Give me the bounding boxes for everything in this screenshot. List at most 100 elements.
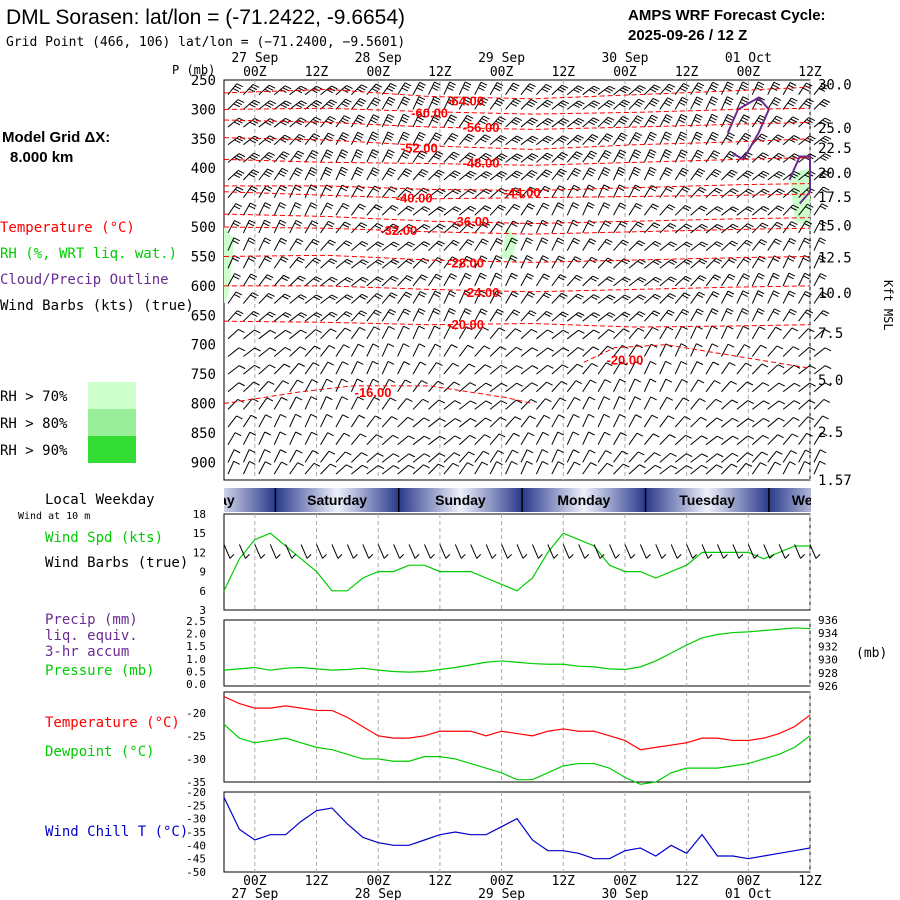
wind-barb-flag — [591, 87, 598, 92]
wind-barb — [767, 290, 775, 304]
wind-barb-flag — [266, 313, 274, 318]
wind-barb-flag — [621, 87, 629, 92]
wind-barb — [366, 131, 374, 145]
wind-barb-flag — [233, 121, 241, 126]
wind-barb-flag — [400, 137, 408, 141]
wind-barb — [242, 202, 251, 216]
wind-barb — [798, 82, 807, 95]
wind-barb-flag — [236, 415, 243, 420]
wind-barb-flag — [544, 154, 551, 159]
wind-barb — [582, 312, 595, 322]
wind-barb — [582, 202, 589, 216]
top-hour-label: 00Z — [737, 65, 761, 80]
wind-barb-flag — [466, 255, 473, 260]
wind-barb — [520, 117, 533, 128]
wind-barb-flag — [806, 137, 814, 142]
wind-barb-flag — [623, 463, 630, 468]
wind-barb-flag — [561, 380, 568, 385]
wind-barb-flag — [420, 150, 428, 155]
wind-barb-flag — [824, 365, 832, 370]
surface-wind-barb — [454, 544, 462, 559]
wind-barb — [643, 131, 652, 145]
wind-barb — [397, 416, 409, 428]
wind-barb-flag — [561, 84, 569, 89]
wind-barb-flag — [725, 137, 732, 142]
wind-barb-flag — [495, 311, 503, 316]
wind-barb-flag — [540, 240, 548, 245]
wind-barb-flag — [620, 241, 627, 246]
wind-barb-flag — [357, 131, 364, 136]
wind-barb-flag — [278, 222, 286, 227]
wind-barb-flag — [761, 363, 769, 368]
wind-barb-flag — [355, 151, 363, 156]
wind-barb — [351, 84, 362, 96]
wind-barb — [258, 168, 268, 181]
wind-barb-flag — [326, 414, 333, 418]
surface-wind-barb-flag — [275, 554, 281, 559]
wind-barb-flag — [665, 131, 672, 136]
wind-barb — [489, 272, 497, 287]
wind-barb-flag — [745, 208, 752, 213]
surface-wind-barb — [655, 544, 663, 559]
surface-wind-barb-flag — [661, 554, 667, 559]
wind-barb-flag — [284, 117, 292, 122]
wind-barb-flag — [824, 135, 832, 140]
wind-barb-flag — [679, 152, 687, 156]
wind-barb-flag — [497, 206, 504, 211]
wind-barb — [428, 343, 436, 357]
wind-barb-flag — [819, 174, 827, 179]
wind-barb-flag — [592, 346, 600, 351]
wind-barb-flag — [515, 346, 523, 351]
weekday-name: Saturday — [307, 492, 367, 508]
wind-barb-flag — [758, 241, 766, 246]
wind-barb-flag — [315, 294, 323, 299]
wind-barb — [736, 452, 748, 463]
wind-barb — [397, 258, 409, 269]
wind-barb-flag — [713, 171, 720, 176]
wind-barb-flag — [434, 81, 441, 86]
wind-barb-flag — [654, 84, 661, 89]
wind-barb — [505, 117, 517, 128]
wind-barb — [227, 170, 239, 181]
pressure-tick-label: 300 — [191, 102, 216, 118]
wind-barb-flag — [609, 85, 616, 90]
wind-barb — [273, 329, 286, 340]
wind-barb-flag — [281, 167, 289, 172]
top-date-label: 29 Sep — [478, 51, 525, 66]
wind-barb-flag — [435, 153, 442, 158]
wind-barb — [613, 221, 622, 234]
wind-barb-flag — [417, 98, 424, 103]
wind-barb-flag — [494, 293, 502, 298]
wind-barb-flag — [662, 154, 670, 159]
wind-barb-flag — [639, 294, 647, 299]
wind-barb-flag — [310, 396, 318, 401]
wind-barb-flag — [423, 206, 431, 211]
wind-barb-flag — [418, 173, 425, 178]
wind-barb — [350, 114, 360, 128]
wind-barb — [351, 259, 363, 269]
wind-barb-flag — [715, 398, 722, 403]
wind-barb-flag — [682, 167, 689, 172]
wind-barb-flag — [356, 149, 364, 154]
wind-barb-flag — [760, 207, 768, 212]
wind-barb — [443, 81, 451, 95]
wind-barb-flag — [446, 86, 454, 91]
wind-barb-flag — [433, 116, 440, 121]
wind-barb-flag — [668, 309, 675, 314]
wind-barb — [798, 461, 805, 475]
wind-barb-flag — [362, 464, 369, 469]
wind-barb-flag — [700, 416, 707, 421]
wind-barb-flag — [759, 326, 766, 331]
wind-barb-flag — [434, 114, 441, 118]
wind-barb — [659, 397, 668, 410]
wind-barb-flag — [747, 170, 754, 175]
wind-barb-flag — [701, 241, 708, 246]
wind-barb-flag — [450, 114, 458, 119]
wind-barb — [767, 326, 777, 340]
wind-barb-flag — [588, 431, 595, 436]
wind-barb-flag — [605, 259, 612, 264]
wind-barb-flag — [678, 102, 686, 106]
wind-barb-flag — [232, 222, 240, 227]
wind-barb-flag — [776, 115, 783, 120]
